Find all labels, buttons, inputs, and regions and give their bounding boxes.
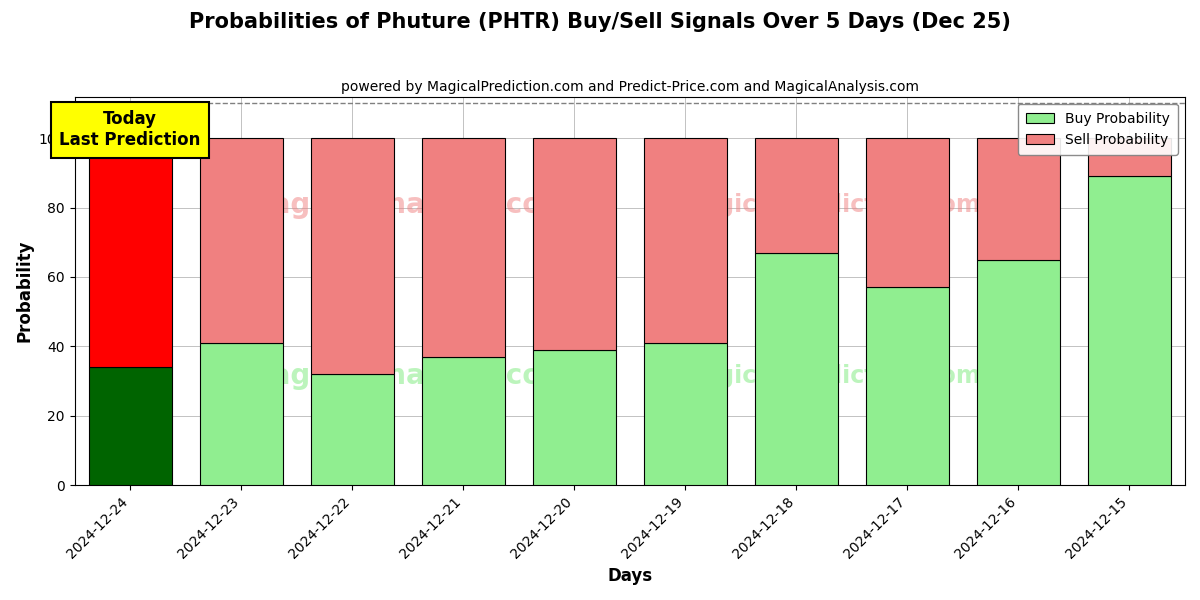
Text: MagicalAnalysis.com: MagicalAnalysis.com [245, 362, 571, 391]
Bar [421, 138, 505, 357]
Text: Today
Last Prediction: Today Last Prediction [60, 110, 200, 149]
Bar [199, 343, 283, 485]
Bar [311, 374, 394, 485]
Bar [755, 138, 838, 253]
Legend: Buy Probability, Sell Probability: Buy Probability, Sell Probability [1018, 103, 1178, 155]
Text: MagicalPrediction.com: MagicalPrediction.com [678, 364, 982, 388]
Bar [865, 287, 949, 485]
Bar [755, 253, 838, 485]
Bar [1088, 176, 1171, 485]
Bar [643, 343, 727, 485]
Bar [311, 138, 394, 374]
Text: MagicalAnalysis.com: MagicalAnalysis.com [245, 191, 571, 220]
Bar [533, 350, 616, 485]
Bar [533, 138, 616, 350]
X-axis label: Days: Days [607, 567, 653, 585]
Text: Probabilities of Phuture (PHTR) Buy/Sell Signals Over 5 Days (Dec 25): Probabilities of Phuture (PHTR) Buy/Sell… [190, 12, 1010, 32]
Text: MagicalPrediction.com: MagicalPrediction.com [678, 193, 982, 217]
Bar [977, 260, 1060, 485]
Bar [977, 138, 1060, 260]
Title: powered by MagicalPrediction.com and Predict-Price.com and MagicalAnalysis.com: powered by MagicalPrediction.com and Pre… [341, 80, 919, 94]
Bar [643, 138, 727, 343]
Bar [199, 138, 283, 343]
Bar [865, 138, 949, 287]
Bar [89, 138, 172, 367]
Bar [89, 367, 172, 485]
Bar [421, 357, 505, 485]
Y-axis label: Probability: Probability [16, 239, 34, 342]
Bar [1088, 138, 1171, 176]
